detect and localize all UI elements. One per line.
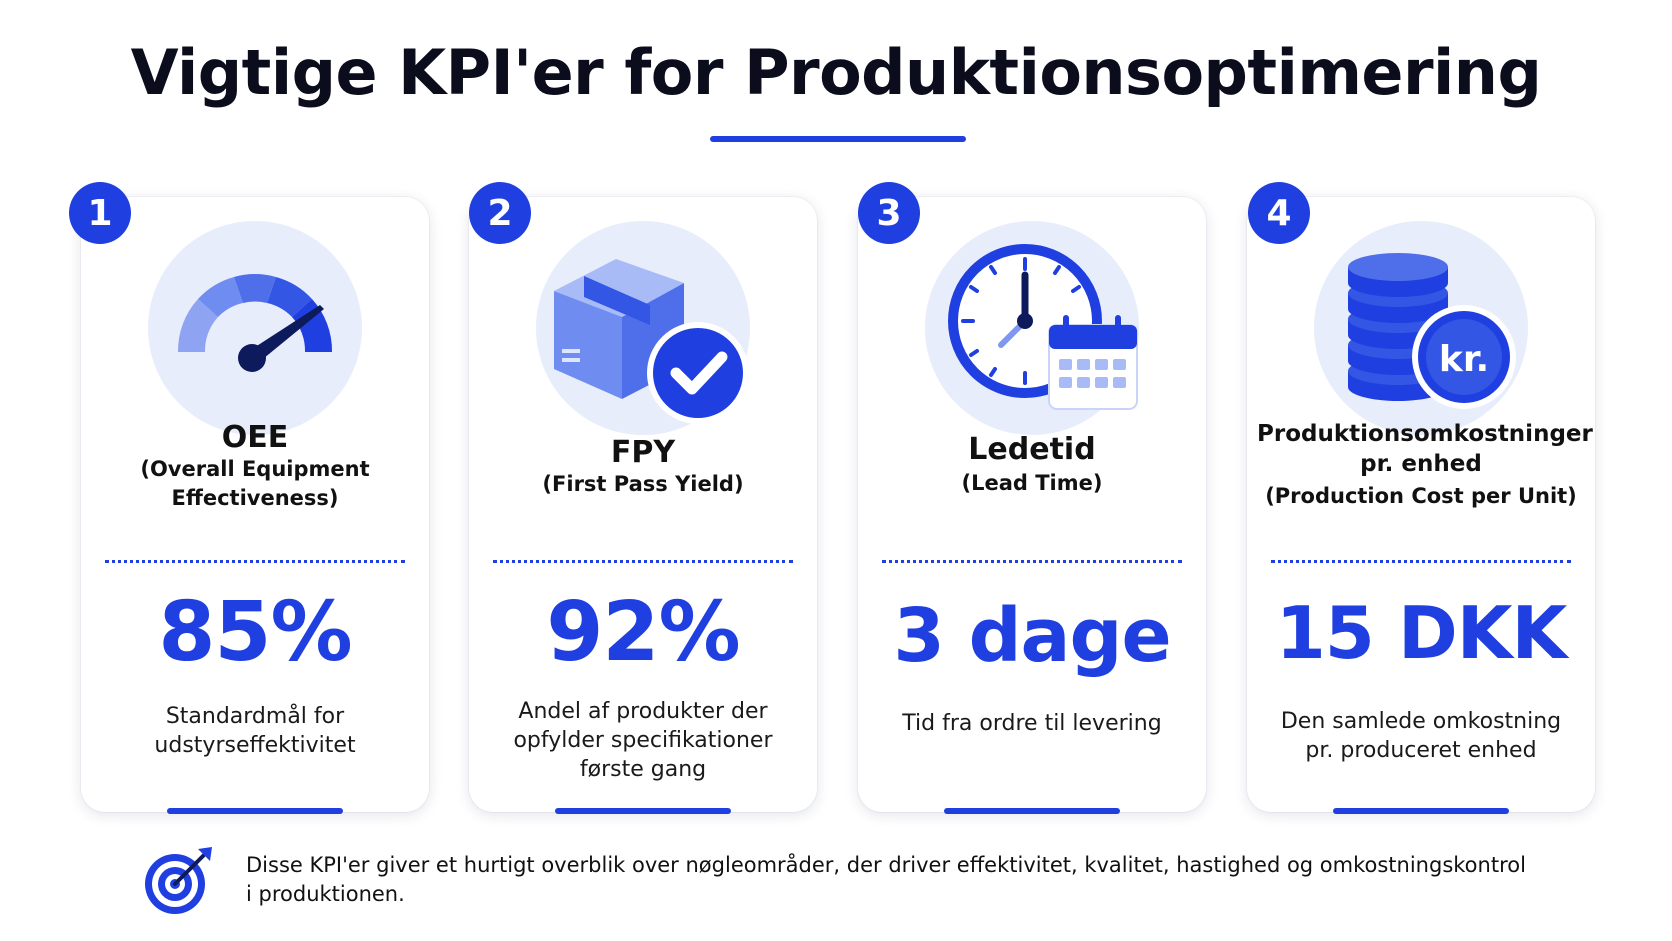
- kpi-card-ledetid: Ledetid (Lead Time) 3 dage Tid fra ordre…: [858, 197, 1206, 814]
- kpi-name: OEE: [221, 420, 289, 455]
- coins-kr-icon: kr.: [1348, 253, 1516, 409]
- kpi-description-line: Standardmål for: [165, 704, 345, 729]
- kpi-name-line: Produktionsomkostninger: [1257, 421, 1593, 447]
- badge-3: 3: [858, 182, 920, 244]
- dotted-divider: [882, 560, 1182, 563]
- target-icon: [145, 847, 212, 914]
- kpi-value: 92%: [546, 585, 740, 680]
- icon-bubble: [148, 221, 362, 435]
- gauge-icon: [177, 274, 333, 372]
- card-accent-bar: [1333, 808, 1509, 814]
- box-check-icon: [554, 259, 749, 424]
- kpi-card-production-cost: kr. Produktionsomkostninger pr. enhed (P…: [1247, 197, 1595, 814]
- kpi-description-line: Tid fra ordre til levering: [902, 711, 1162, 736]
- kpi-description-line: opfylder specifikationer: [513, 728, 773, 753]
- footer-text-line: i produktionen.: [246, 882, 405, 906]
- kpi-subtitle-line: (Production Cost per Unit): [1265, 484, 1577, 508]
- kpi-description-line: Andel af produkter der: [518, 699, 768, 724]
- footer-text: Disse KPI'er giver et hurtigt overblik o…: [246, 851, 1546, 909]
- dotted-divider: [1271, 560, 1571, 563]
- kpi-subtitle-line: (Overall Equipment: [140, 457, 370, 481]
- badge-1: 1: [69, 182, 131, 244]
- title-underline: [710, 136, 966, 142]
- coin-label: kr.: [1439, 339, 1489, 380]
- card-accent-bar: [944, 808, 1120, 814]
- kpi-subtitle-line: Effectiveness): [171, 486, 339, 510]
- kpi-name: Ledetid: [968, 432, 1096, 467]
- dotted-divider: [105, 560, 405, 563]
- card-accent-bar: [555, 808, 731, 814]
- icon-bubble: kr.: [1314, 221, 1528, 435]
- kpi-description-line: Den samlede omkostning: [1280, 709, 1562, 734]
- kpi-name-line: pr. enhed: [1360, 451, 1482, 477]
- kpi-value: 3 dage: [893, 593, 1171, 679]
- icon-bubble: [925, 221, 1139, 435]
- kpi-subtitle-line: (Lead Time): [961, 471, 1103, 495]
- kpi-description-line: udstyrseffektivitet: [154, 733, 356, 758]
- clock-calendar-icon: [948, 244, 1138, 410]
- kpi-card-oee: OEE (Overall Equipment Effectiveness) 85…: [81, 197, 429, 814]
- badge-4: 4: [1248, 182, 1310, 244]
- icon-bubble: [536, 221, 750, 435]
- page-title: Vigtige KPI'er for Produktionsoptimering: [130, 36, 1542, 109]
- badge-2: 2: [469, 182, 531, 244]
- card-accent-bar: [167, 808, 343, 814]
- kpi-description-line: første gang: [579, 757, 707, 782]
- kpi-value: 15 DKK: [1275, 591, 1568, 675]
- kpi-card-fpy: FPY (First Pass Yield) 92% Andel af prod…: [469, 197, 817, 814]
- kpi-name: FPY: [610, 435, 676, 470]
- kpi-description-line: pr. produceret enhed: [1305, 738, 1537, 763]
- dotted-divider: [493, 560, 793, 563]
- kpi-value: 85%: [158, 585, 352, 680]
- kpi-subtitle-line: (First Pass Yield): [542, 472, 744, 496]
- footer-text-line: Disse KPI'er giver et hurtigt overblik o…: [246, 853, 1526, 877]
